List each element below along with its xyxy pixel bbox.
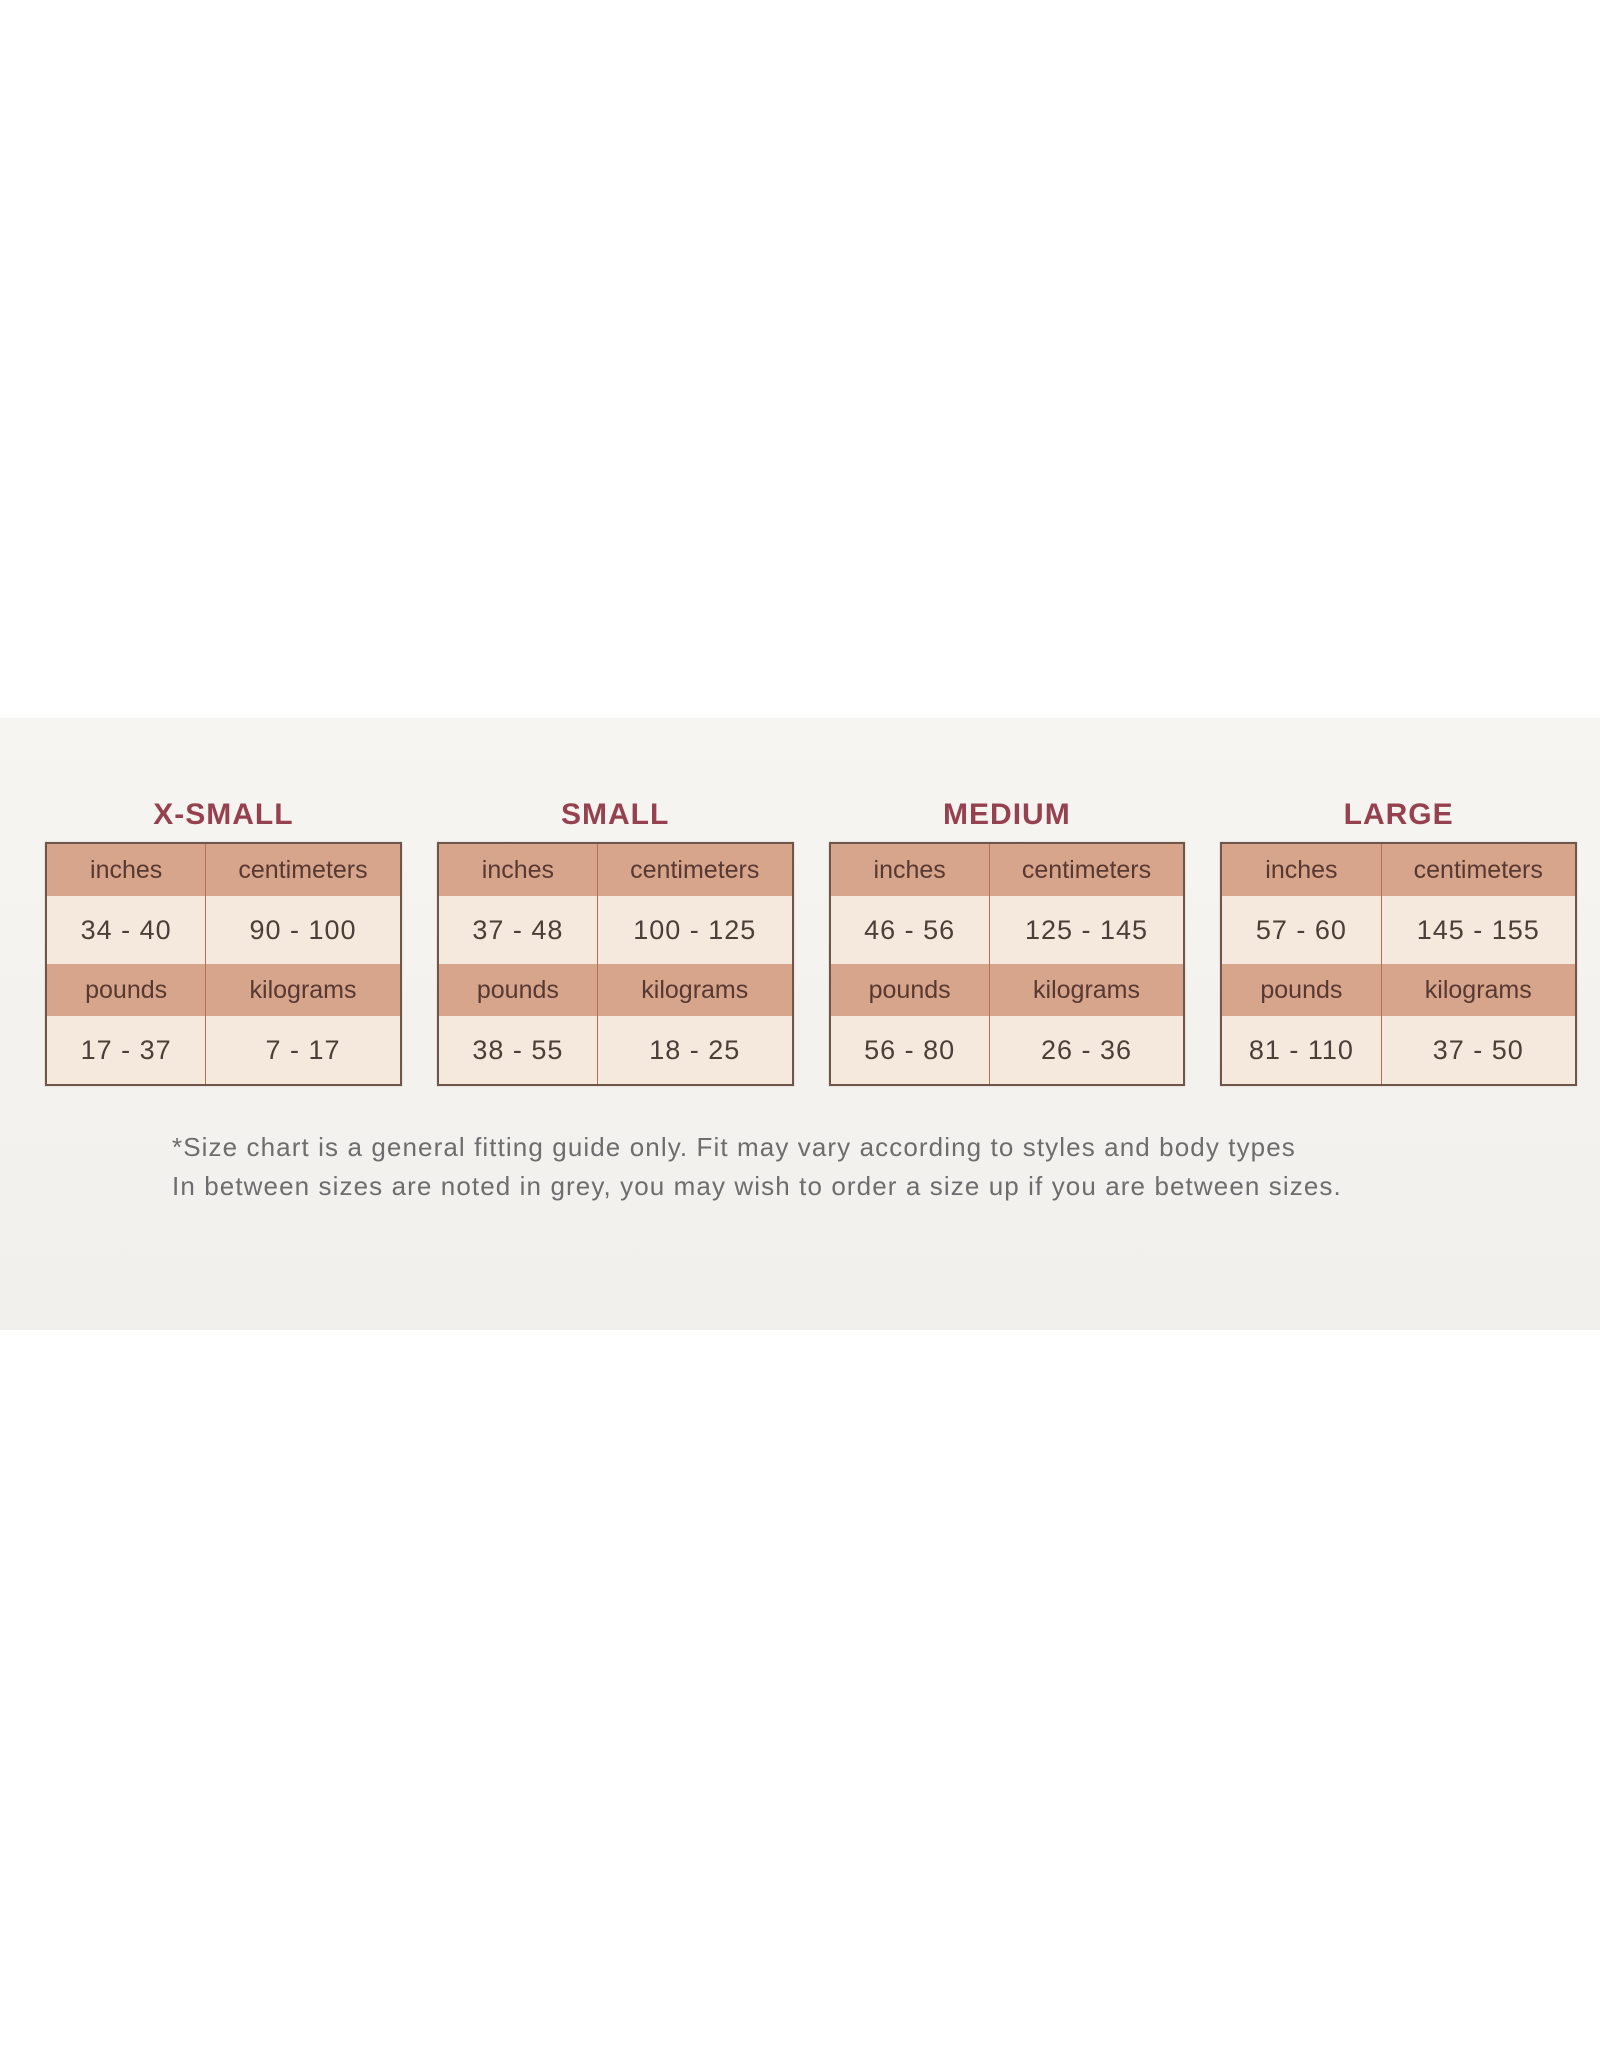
- header-cell-kilograms: kilograms: [1380, 964, 1575, 1016]
- header-cell-inches: inches: [873, 855, 946, 884]
- header-cell-inches: inches: [1265, 855, 1338, 884]
- value-cell-kilograms-range: 37 - 50: [1380, 1016, 1575, 1084]
- header-cell-centimeters: centimeters: [1380, 844, 1575, 896]
- footnote-line-1: *Size chart is a general fitting guide o…: [172, 1132, 1296, 1162]
- size-table-block-small: SMALL inches centimeters 37 - 48 100 - 1…: [436, 798, 794, 1086]
- table-row: 57 - 60 145 - 155: [1222, 896, 1575, 964]
- size-table-block-large: LARGE inches centimeters 57 - 60 145 - 1…: [1220, 798, 1577, 1086]
- value-cell-centimeters-range: 90 - 100: [205, 896, 399, 964]
- size-table-small: inches centimeters 37 - 48 100 - 125 pou…: [436, 842, 794, 1086]
- value-cell-inches-range: 37 - 48: [472, 914, 564, 945]
- value-cell-kilograms-range: 26 - 36: [988, 1016, 1183, 1084]
- header-cell-centimeters: centimeters: [205, 844, 399, 896]
- header-cell-pounds: pounds: [1260, 975, 1343, 1004]
- value-cell-pounds-range: 81 - 110: [1248, 1034, 1354, 1065]
- header-cell-inches: inches: [90, 855, 163, 884]
- header-cell-kilograms: kilograms: [205, 964, 399, 1016]
- size-chart-tables-row: X-SMALL inches centimeters 34 - 40 90 - …: [45, 798, 1577, 1086]
- table-row: 81 - 110 37 - 50: [1222, 1016, 1575, 1084]
- size-title-large: LARGE: [1343, 798, 1454, 831]
- table-row: 46 - 56 125 - 145: [830, 896, 1184, 964]
- table-row: 56 - 80 26 - 36: [830, 1016, 1184, 1084]
- value-cell-kilograms-range: 7 - 17: [205, 1016, 399, 1084]
- header-cell-pounds: pounds: [476, 975, 559, 1004]
- value-cell-centimeters-range: 100 - 125: [597, 896, 791, 964]
- value-cell-centimeters-range: 145 - 155: [1380, 896, 1575, 964]
- size-chart-footnote: *Size chart is a general fitting guide o…: [172, 1128, 1452, 1206]
- value-cell-inches-range: 34 - 40: [80, 914, 172, 945]
- size-title-medium: MEDIUM: [943, 798, 1071, 831]
- size-table-large: inches centimeters 57 - 60 145 - 155 pou…: [1220, 842, 1577, 1086]
- table-row: pounds kilograms: [438, 964, 792, 1016]
- header-cell-inches: inches: [481, 855, 555, 884]
- table-row: 37 - 48 100 - 125: [438, 896, 792, 964]
- value-cell-inches-range: 46 - 56: [864, 914, 956, 945]
- header-cell-pounds: pounds: [85, 975, 168, 1004]
- table-row: inches centimeters: [47, 844, 400, 896]
- size-title-xsmall: X-SMALL: [153, 798, 294, 831]
- table-row: inches centimeters: [830, 844, 1184, 896]
- table-row: pounds kilograms: [830, 964, 1184, 1016]
- size-title-small: SMALL: [560, 798, 670, 831]
- footnote-line-2: In between sizes are noted in grey, you …: [172, 1171, 1342, 1201]
- table-row: 17 - 37 7 - 17: [47, 1016, 400, 1084]
- table-row: 38 - 55 18 - 25: [438, 1016, 792, 1084]
- header-cell-centimeters: centimeters: [988, 844, 1183, 896]
- table-row: pounds kilograms: [1222, 964, 1575, 1016]
- table-row: pounds kilograms: [47, 964, 400, 1016]
- size-table-xsmall: inches centimeters 34 - 40 90 - 100 poun…: [45, 842, 402, 1086]
- value-cell-kilograms-range: 18 - 25: [597, 1016, 791, 1084]
- value-cell-pounds-range: 38 - 55: [472, 1034, 564, 1065]
- value-cell-inches-range: 57 - 60: [1255, 914, 1347, 945]
- table-row: 34 - 40 90 - 100: [47, 896, 400, 964]
- table-row: inches centimeters: [438, 844, 792, 896]
- value-cell-pounds-range: 56 - 80: [864, 1034, 956, 1065]
- header-cell-kilograms: kilograms: [597, 964, 791, 1016]
- size-table-block-medium: MEDIUM inches centimeters 46 - 56 125 - …: [828, 798, 1186, 1086]
- header-cell-pounds: pounds: [868, 975, 951, 1004]
- header-cell-centimeters: centimeters: [597, 844, 791, 896]
- value-cell-centimeters-range: 125 - 145: [988, 896, 1183, 964]
- table-row: inches centimeters: [1222, 844, 1575, 896]
- value-cell-pounds-range: 17 - 37: [80, 1034, 172, 1065]
- size-table-block-xsmall: X-SMALL inches centimeters 34 - 40 90 - …: [45, 798, 402, 1086]
- header-cell-kilograms: kilograms: [988, 964, 1183, 1016]
- size-table-medium: inches centimeters 46 - 56 125 - 145 pou…: [828, 842, 1186, 1086]
